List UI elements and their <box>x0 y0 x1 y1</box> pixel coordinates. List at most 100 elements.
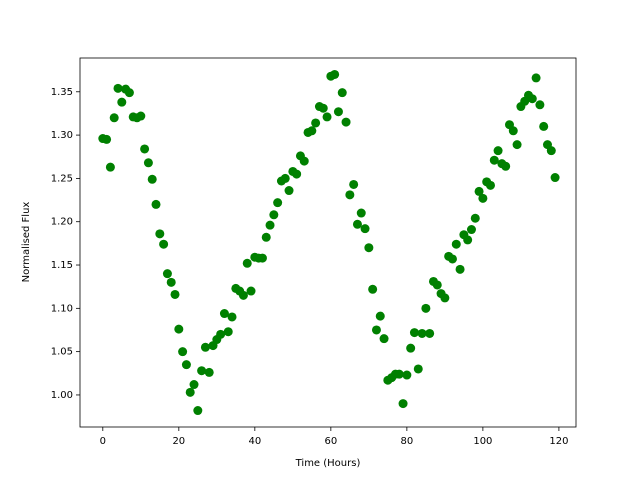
data-point <box>463 235 473 245</box>
data-point <box>216 329 226 339</box>
data-point <box>333 107 343 117</box>
data-point <box>535 100 545 110</box>
data-point <box>246 286 256 296</box>
data-point <box>155 229 165 239</box>
data-point <box>508 126 518 136</box>
data-point <box>489 155 499 165</box>
y-tick-label: 1.05 <box>51 347 73 358</box>
data-point <box>261 232 271 242</box>
data-point <box>421 303 431 313</box>
data-point <box>151 199 161 209</box>
data-point <box>185 387 195 397</box>
data-point <box>219 309 229 319</box>
data-point <box>379 334 389 344</box>
data-point <box>140 144 150 154</box>
data-point <box>413 364 423 374</box>
data-point <box>360 224 370 234</box>
data-point <box>197 366 207 376</box>
data-point <box>174 324 184 334</box>
data-point <box>273 198 283 208</box>
data-point <box>398 399 408 409</box>
data-point <box>147 174 157 184</box>
y-tick-label: 1.15 <box>51 260 73 271</box>
data-point <box>318 103 328 113</box>
x-tick-label: 80 <box>400 436 413 447</box>
data-point <box>375 311 385 321</box>
data-point <box>512 140 522 150</box>
data-point <box>166 277 176 287</box>
data-point <box>352 219 362 229</box>
data-point <box>478 193 488 203</box>
x-tick-label: 100 <box>473 436 492 447</box>
data-point <box>417 328 427 338</box>
data-point <box>546 146 556 156</box>
data-point <box>501 161 511 171</box>
data-point <box>371 325 381 335</box>
data-point <box>425 328 435 338</box>
data-point <box>159 239 169 249</box>
y-tick-label: 1.20 <box>51 217 73 228</box>
x-tick-label: 0 <box>100 436 106 447</box>
data-point <box>406 343 416 353</box>
data-point <box>227 312 237 322</box>
data-point <box>102 134 112 144</box>
data-point <box>455 264 465 274</box>
x-tick-label: 40 <box>248 436 261 447</box>
data-point <box>280 173 290 183</box>
data-point <box>451 239 461 249</box>
data-point <box>162 269 172 279</box>
y-tick-label: 1.30 <box>51 130 73 141</box>
data-point <box>242 258 252 268</box>
data-point <box>307 126 317 136</box>
x-tick-label: 20 <box>172 436 185 447</box>
data-point <box>178 347 188 357</box>
data-point <box>440 293 450 303</box>
y-tick-label: 1.10 <box>51 303 73 314</box>
data-point <box>200 342 210 352</box>
y-tick-label: 1.35 <box>51 87 73 98</box>
data-point <box>189 380 199 390</box>
data-point <box>345 190 355 200</box>
data-point <box>539 121 549 131</box>
y-tick-label: 1.25 <box>51 173 73 184</box>
x-tick-label: 60 <box>324 436 337 447</box>
data-point <box>109 113 119 123</box>
data-point <box>394 369 404 379</box>
data-point <box>143 158 153 168</box>
data-point <box>113 83 123 93</box>
data-point <box>531 73 541 83</box>
data-point <box>292 169 302 179</box>
data-point <box>485 180 495 190</box>
data-point <box>432 280 442 290</box>
data-point <box>368 284 378 294</box>
data-point <box>284 186 294 196</box>
data-point <box>527 94 537 104</box>
data-point <box>349 179 359 189</box>
data-point <box>117 97 127 107</box>
data-point <box>402 370 412 380</box>
data-point <box>124 88 134 98</box>
data-point <box>257 253 267 263</box>
data-point <box>550 173 560 183</box>
data-point <box>356 208 366 218</box>
data-point <box>238 290 248 300</box>
data-point <box>337 88 347 98</box>
data-point <box>466 225 476 235</box>
data-point <box>330 69 340 79</box>
data-point <box>105 162 115 172</box>
data-point <box>265 220 275 230</box>
x-tick-label: 120 <box>549 436 568 447</box>
x-axis-label: Time (Hours) <box>295 458 361 469</box>
plot-frame <box>79 57 577 428</box>
data-point <box>193 406 203 416</box>
data-point <box>447 254 457 264</box>
data-point <box>474 186 484 196</box>
data-point <box>181 360 191 370</box>
data-point <box>204 367 214 377</box>
data-point <box>364 243 374 253</box>
data-point <box>409 328 419 338</box>
data-point <box>269 210 279 220</box>
